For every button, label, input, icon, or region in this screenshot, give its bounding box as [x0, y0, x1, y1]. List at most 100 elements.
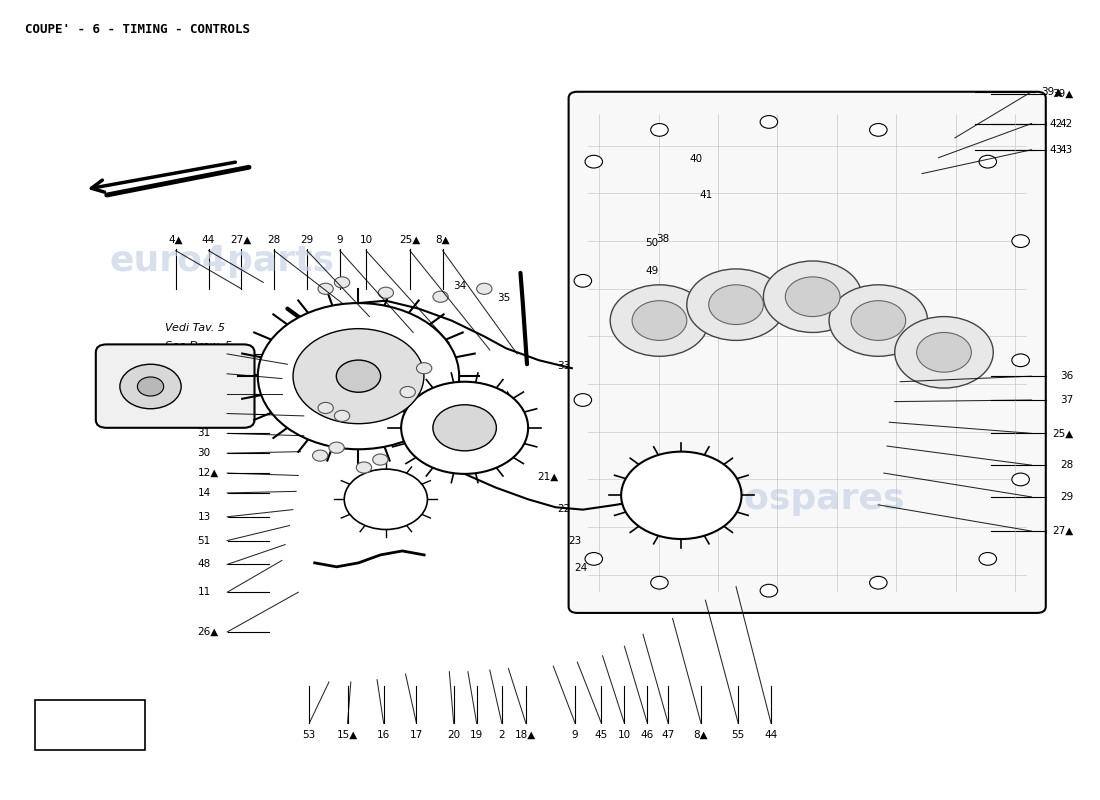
Circle shape: [574, 274, 592, 287]
Text: 32: 32: [198, 409, 211, 418]
Text: 3▲: 3▲: [497, 389, 512, 398]
Circle shape: [318, 283, 333, 294]
Text: 33: 33: [558, 361, 571, 371]
Text: 39▲: 39▲: [1052, 89, 1074, 99]
Text: 54: 54: [410, 393, 424, 402]
Text: ▲ = 1: ▲ = 1: [73, 718, 109, 731]
Circle shape: [120, 364, 182, 409]
Circle shape: [1012, 473, 1030, 486]
Text: 45: 45: [595, 730, 608, 740]
Circle shape: [138, 377, 164, 396]
Text: 18▲: 18▲: [515, 730, 537, 740]
Text: 39▲: 39▲: [619, 298, 640, 307]
Text: 5▲: 5▲: [198, 369, 212, 378]
FancyBboxPatch shape: [34, 699, 145, 750]
Text: 55: 55: [732, 730, 745, 740]
Text: 6: 6: [198, 349, 205, 359]
Text: 26▲: 26▲: [198, 627, 219, 637]
Text: Vedi Tav. 5: Vedi Tav. 5: [165, 323, 224, 334]
Text: 8▲: 8▲: [694, 730, 708, 740]
Circle shape: [574, 394, 592, 406]
Circle shape: [417, 362, 432, 374]
Text: 39▲: 39▲: [1041, 86, 1063, 97]
Text: 10: 10: [360, 235, 373, 245]
Circle shape: [829, 285, 927, 356]
Circle shape: [312, 450, 328, 461]
Text: 35: 35: [497, 294, 510, 303]
Circle shape: [870, 576, 887, 589]
Text: 40: 40: [689, 154, 702, 164]
Text: 2: 2: [498, 730, 505, 740]
FancyBboxPatch shape: [96, 344, 254, 428]
Circle shape: [686, 269, 785, 341]
Text: 13: 13: [198, 512, 211, 522]
Text: 52: 52: [421, 349, 434, 359]
Circle shape: [373, 454, 388, 465]
Circle shape: [760, 115, 778, 128]
Text: 4▲: 4▲: [168, 235, 183, 245]
Text: 27▲: 27▲: [1052, 526, 1074, 536]
Circle shape: [433, 405, 496, 451]
Circle shape: [651, 123, 668, 136]
Circle shape: [334, 277, 350, 288]
Circle shape: [344, 469, 428, 530]
Circle shape: [585, 155, 603, 168]
Text: 25▲: 25▲: [399, 235, 420, 245]
Circle shape: [329, 442, 344, 454]
Circle shape: [610, 285, 708, 356]
Text: 17: 17: [410, 730, 424, 740]
Circle shape: [293, 329, 424, 424]
Text: 43: 43: [1060, 145, 1074, 154]
Text: 34: 34: [453, 282, 466, 291]
Text: 25▲: 25▲: [1052, 428, 1074, 438]
Circle shape: [318, 402, 333, 414]
Circle shape: [476, 283, 492, 294]
Text: 48: 48: [198, 559, 211, 570]
Circle shape: [621, 452, 741, 539]
Text: 7: 7: [198, 389, 205, 398]
Text: 38: 38: [656, 234, 670, 244]
Text: 47: 47: [661, 730, 674, 740]
Text: 28: 28: [267, 235, 280, 245]
Text: 51: 51: [198, 536, 211, 546]
Text: 22: 22: [558, 504, 571, 514]
Text: 53: 53: [302, 730, 316, 740]
Text: 10: 10: [618, 730, 631, 740]
Circle shape: [651, 576, 668, 589]
FancyBboxPatch shape: [569, 92, 1046, 613]
Text: 21▲: 21▲: [537, 472, 559, 482]
Text: 15▲: 15▲: [337, 730, 359, 740]
Circle shape: [763, 261, 862, 333]
Text: 31: 31: [198, 428, 211, 438]
Text: COUPE' - 6 - TIMING - CONTROLS: COUPE' - 6 - TIMING - CONTROLS: [24, 22, 250, 36]
Circle shape: [851, 301, 905, 341]
Text: 42: 42: [1060, 118, 1074, 129]
Text: 30: 30: [198, 448, 211, 458]
Text: eurospares: eurospares: [676, 482, 905, 516]
Text: 29: 29: [300, 235, 313, 245]
Text: 20: 20: [447, 730, 460, 740]
Circle shape: [257, 303, 459, 450]
Circle shape: [979, 553, 997, 566]
Circle shape: [785, 277, 840, 317]
Text: 9: 9: [337, 235, 343, 245]
Text: 41: 41: [700, 190, 713, 200]
Text: 37: 37: [1060, 395, 1074, 405]
Circle shape: [402, 382, 528, 474]
Text: 29: 29: [1060, 492, 1074, 502]
Text: 28: 28: [1060, 460, 1074, 470]
Circle shape: [894, 317, 993, 388]
Text: 23: 23: [569, 536, 582, 546]
Circle shape: [585, 553, 603, 566]
Text: 44: 44: [764, 730, 778, 740]
Circle shape: [356, 462, 372, 473]
Text: 24: 24: [574, 563, 587, 574]
Circle shape: [632, 301, 686, 341]
Circle shape: [760, 584, 778, 597]
Text: 16: 16: [377, 730, 390, 740]
Text: 42: 42: [1049, 118, 1063, 129]
Text: 9: 9: [572, 730, 579, 740]
Circle shape: [334, 410, 350, 422]
Text: 49: 49: [646, 266, 659, 275]
Text: 50: 50: [646, 238, 658, 248]
